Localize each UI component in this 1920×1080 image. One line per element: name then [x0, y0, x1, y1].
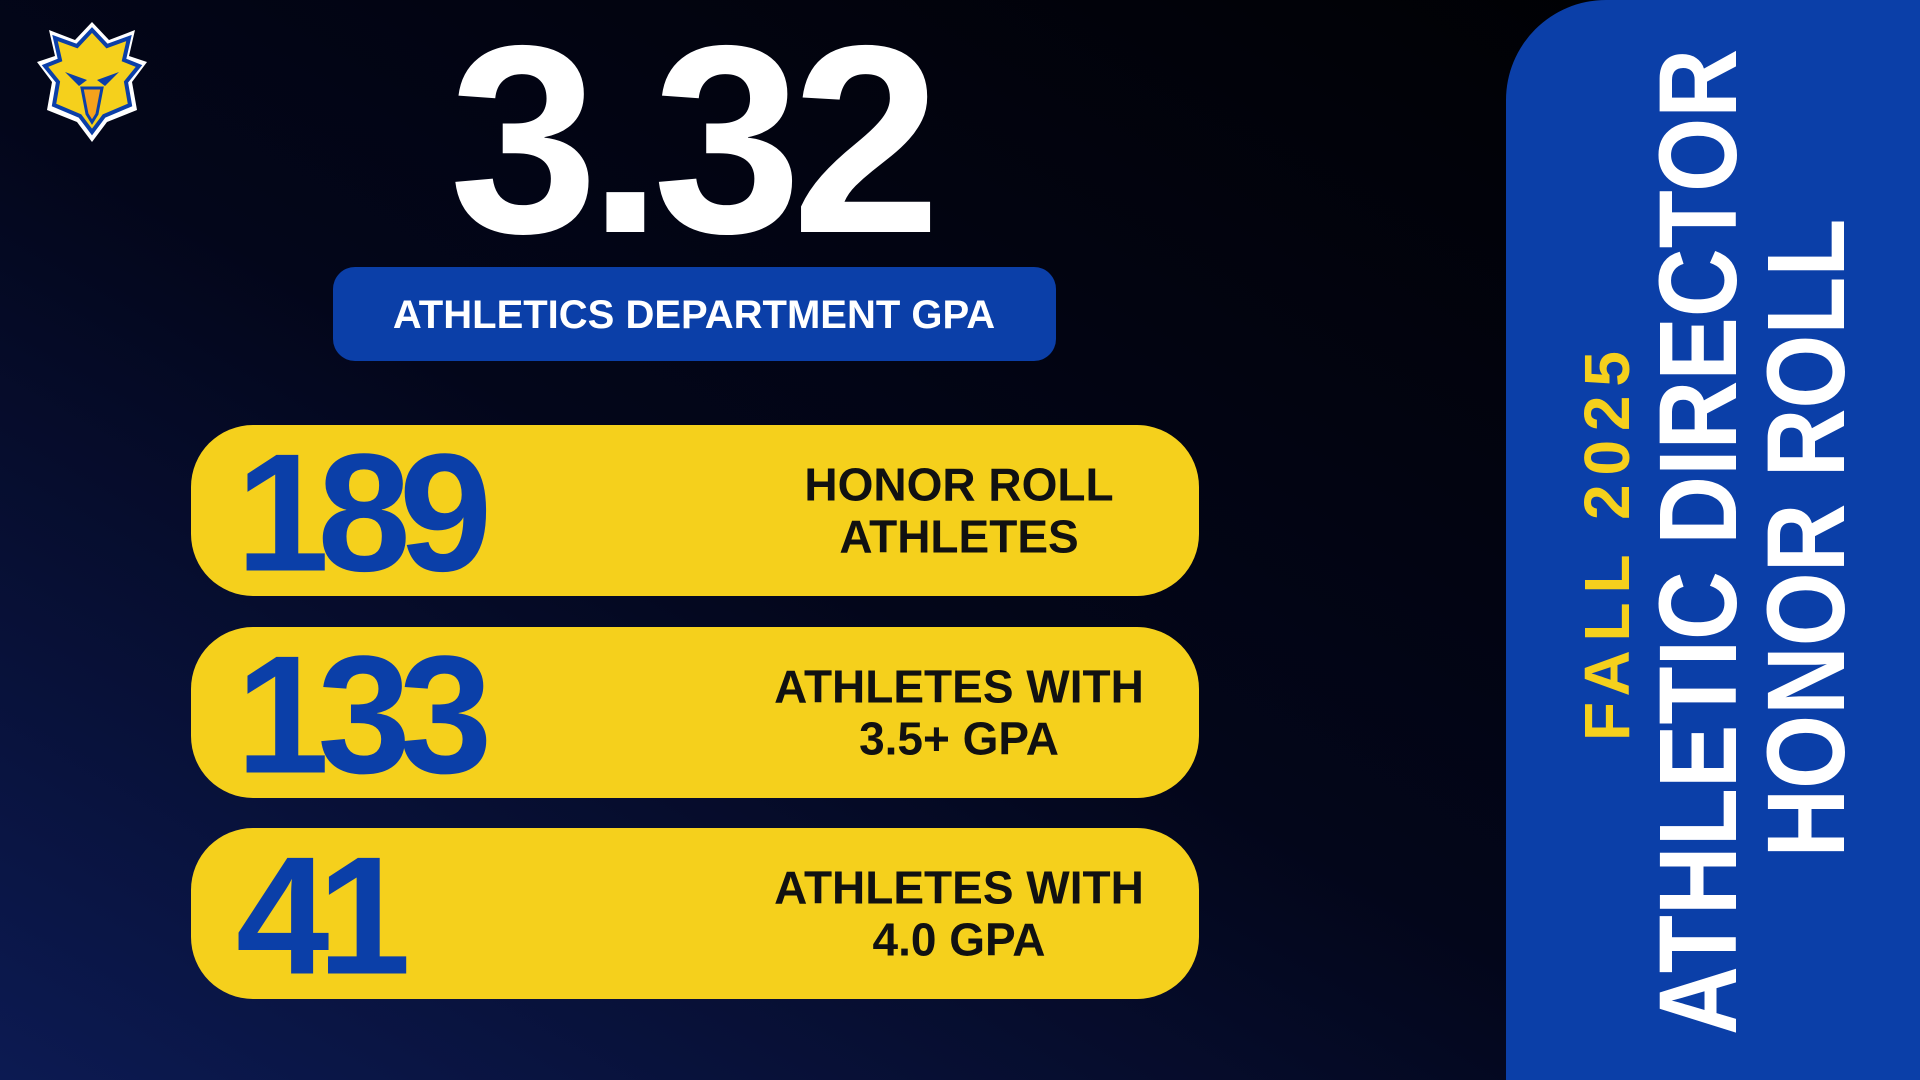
logo	[37, 22, 147, 142]
gpa-value: 3.32	[449, 0, 934, 289]
stat-value: 41	[236, 822, 406, 1010]
stat-value: 133	[236, 621, 487, 809]
stat-label: 4.0 GPA	[873, 914, 1046, 966]
season: FALL 2025	[1571, 337, 1643, 741]
stat-label: HONOR ROLL	[804, 459, 1113, 511]
gpa-label-box	[333, 267, 1056, 361]
gpa-label: ATHLETICS DEPARTMENT GPA	[393, 293, 995, 337]
stat-label: ATHLETES WITH	[774, 661, 1144, 713]
stat-label: ATHLETES WITH	[774, 862, 1144, 914]
stat-card	[191, 828, 1199, 999]
stat-label: ATHLETES	[839, 511, 1078, 563]
stat-value: 189	[236, 419, 487, 607]
panel-title: HONOR ROLL	[1745, 219, 1868, 858]
stat-card	[191, 425, 1199, 596]
stat-label: 3.5+ GPA	[859, 713, 1059, 765]
side-panel	[1506, 0, 1920, 1080]
stat-card	[191, 627, 1199, 798]
panel-title: ATHLETIC DIRECTOR	[1637, 49, 1760, 1035]
